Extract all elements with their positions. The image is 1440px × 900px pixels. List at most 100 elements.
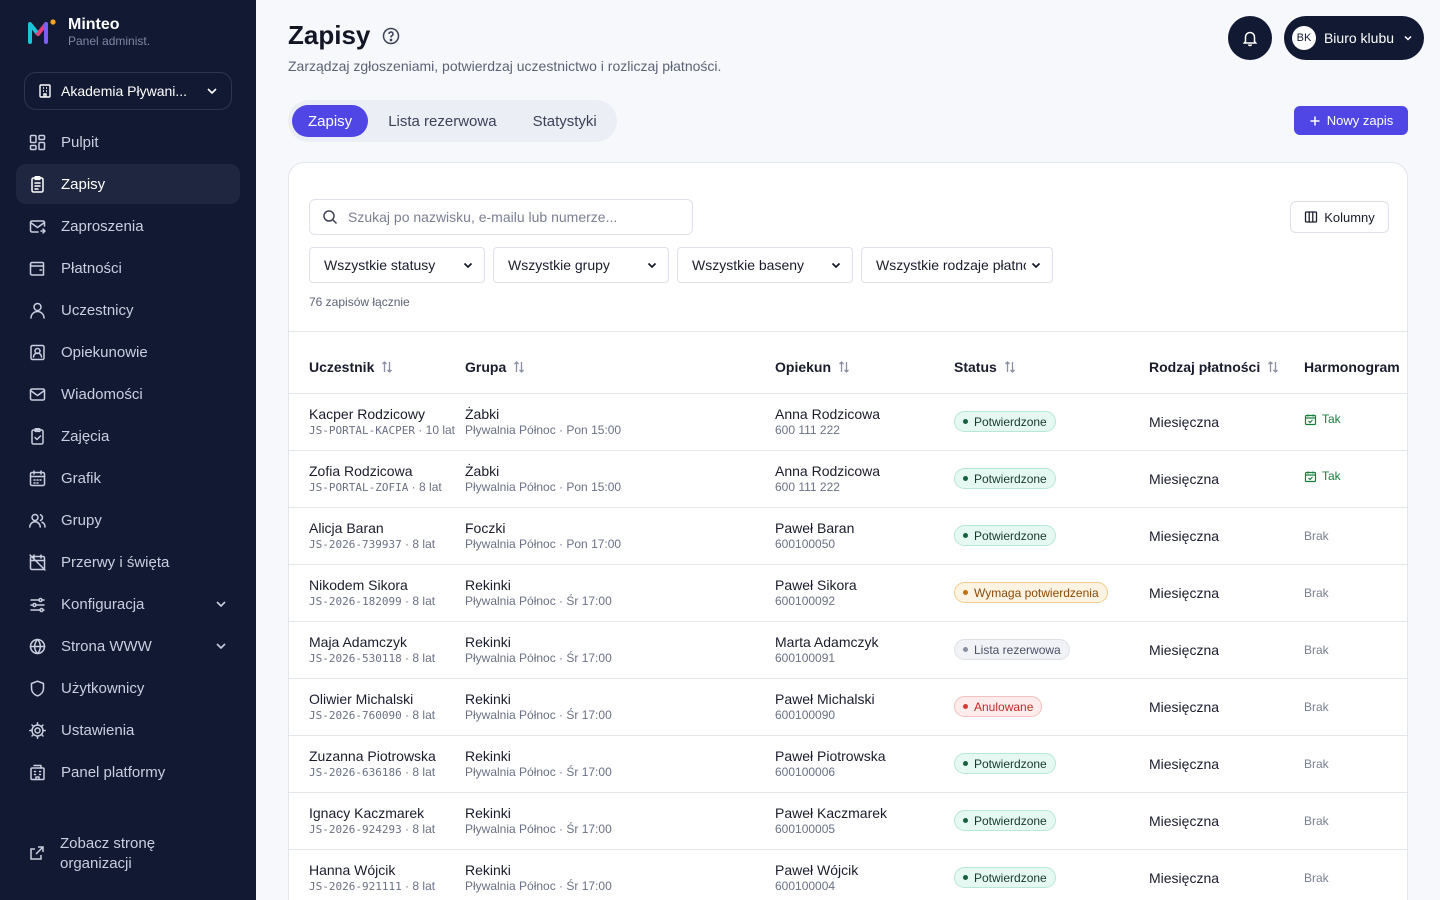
column-header-participant[interactable]: Uczestnik (289, 341, 465, 394)
sidebar-item-zapisy[interactable]: Zapisy (16, 164, 240, 204)
status-label: Potwierdzone (974, 414, 1047, 429)
status-filter[interactable]: Wszystkie statusy (309, 247, 485, 283)
participant-name[interactable]: Nikodem Sikora (309, 576, 408, 593)
schedule-cell: Brak (1304, 678, 1407, 736)
participant-code: JS-2026-636186 (309, 765, 402, 779)
search-input[interactable] (348, 209, 680, 225)
tab-waitlist[interactable]: Lista rezerwowa (388, 112, 497, 130)
sidebar-item-zaproszenia[interactable]: Zaproszenia (16, 206, 240, 246)
schedule-cell: Brak (1304, 849, 1407, 900)
sidebar-item-pulpit[interactable]: Pulpit (16, 122, 240, 162)
sidebar-item-label: Wiadomości (61, 385, 143, 403)
group-filter[interactable]: Wszystkie grupy (493, 247, 669, 283)
schedule-value: Brak (1304, 756, 1329, 771)
columns-button[interactable]: Kolumny (1290, 201, 1389, 233)
table-row[interactable]: Oliwier Michalski JS-2026-760090 · 8 lat R… (289, 678, 1407, 736)
sidebar-item-platnosci[interactable]: Płatności (16, 248, 240, 288)
columns-icon (1305, 211, 1318, 223)
tab-enrollments[interactable]: Zapisy (292, 105, 369, 137)
sidebar-item-ustawienia[interactable]: Ustawienia (16, 710, 240, 750)
participant-name[interactable]: Kacper Rodzicowy (309, 405, 425, 422)
brand-name: Minteo (68, 16, 120, 33)
sidebar-item-konfiguracja[interactable]: Konfiguracja (16, 584, 240, 624)
column-header-label: Uczestnik (309, 358, 375, 375)
sort-icon (839, 360, 849, 373)
sidebar-item-grafik[interactable]: Grafik (16, 458, 240, 498)
participant-name[interactable]: Zuzanna Piotrowska (309, 747, 436, 764)
table-row[interactable]: Zofia Rodzicowa JS-PORTAL-ZOFIA · 8 lat Ża… (289, 450, 1407, 508)
sidebar-item-uczestnicy[interactable]: Uczestnicy (16, 290, 240, 330)
sidebar-item-label: Zajęcia (61, 427, 110, 445)
participant-code: JS-2026-182099 (309, 594, 402, 608)
schedule-yes: Tak (1304, 469, 1341, 483)
guardian-phone: 600100005 (775, 821, 836, 836)
participant-cell: Kacper Rodzicowy JS-PORTAL-KACPER · 10 la… (289, 393, 465, 451)
column-header-guardian[interactable]: Opiekun (775, 341, 954, 394)
search-box (309, 199, 693, 235)
notifications-button[interactable] (1228, 16, 1272, 60)
group-name: Rekinki (465, 747, 511, 764)
bell-icon (1242, 31, 1258, 47)
sidebar-item-wiadomosci[interactable]: Wiadomości (16, 374, 240, 414)
column-header-label: Rodzaj płatności (1149, 358, 1261, 375)
payment-type-filter[interactable]: Wszystkie rodzaje płatności (861, 247, 1053, 283)
column-header-status[interactable]: Status (954, 341, 1149, 394)
table-row[interactable]: Nikodem Sikora JS-2026-182099 · 8 lat Reki… (289, 564, 1407, 622)
building-icon (30, 764, 45, 780)
sidebar-item-przerwy-i-swieta[interactable]: Przerwy i święta (16, 542, 240, 582)
participant-age: 8 lat (419, 479, 442, 494)
sidebar-item-grupy[interactable]: Grupy (16, 500, 240, 540)
schedule-cell: Tak (1304, 393, 1407, 451)
chevron-down-icon[interactable] (214, 639, 228, 653)
sliders-icon (30, 597, 45, 612)
sidebar-item-opiekunowie[interactable]: Opiekunowie (16, 332, 240, 372)
participant-name[interactable]: Maja Adamczyk (309, 633, 408, 650)
brand[interactable]: Minteo Panel administ. (26, 16, 150, 48)
sidebar-item-panel-platformy[interactable]: Panel platformy (16, 752, 240, 792)
sidebar-item-label: Płatności (61, 259, 122, 277)
table-row[interactable]: Zuzanna Piotrowska JS-2026-636186 · 8 lat… (289, 735, 1407, 793)
payment-type-cell: Miesięczna (1149, 792, 1304, 850)
payment-type-cell: Miesięczna (1149, 564, 1304, 622)
chevron-down-icon (207, 88, 217, 95)
guardian-name: Marta Adamczyk (775, 633, 879, 650)
main-navigation: Pulpit Zapisy Zaproszenia Płatności Uczestni… (16, 122, 240, 794)
participant-name[interactable]: Hanna Wójcik (309, 861, 396, 878)
sidebar-item-strona-www[interactable]: Strona WWW (16, 626, 240, 666)
sidebar-item-uzytkownicy[interactable]: Użytkownicy (16, 668, 240, 708)
table-row[interactable]: Ignacy Kaczmarek JS-2026-924293 · 8 lat Re… (289, 792, 1407, 850)
status-cell: Potwierdzone (954, 792, 1149, 850)
group-cell: Rekinki Pływalnia Północ · Śr 17:00 (465, 792, 775, 850)
sidebar-item-label: Zaproszenia (61, 217, 144, 235)
help-circle-icon[interactable] (382, 27, 400, 45)
status-badge: Potwierdzone (954, 411, 1056, 432)
tab-bar: Zapisy Lista rezerwowa Statystyki (288, 100, 617, 142)
participant-name[interactable]: Oliwier Michalski (309, 690, 414, 707)
participant-age: 8 lat (412, 650, 436, 665)
chevron-down-icon[interactable] (214, 597, 228, 611)
group-detail: Pływalnia Północ · Pon 15:00 (465, 422, 622, 437)
table-row[interactable]: Maja Adamczyk JS-2026-530118 · 8 lat Rekin… (289, 621, 1407, 679)
tab-statistics[interactable]: Statystyki (532, 112, 597, 130)
participant-name[interactable]: Ignacy Kaczmarek (309, 804, 425, 821)
column-header-payment-type[interactable]: Rodzaj płatności (1149, 341, 1304, 394)
payment-type-cell: Miesięczna (1149, 507, 1304, 565)
participant-name[interactable]: Alicja Baran (309, 519, 384, 536)
pool-filter[interactable]: Wszystkie baseny (677, 247, 853, 283)
new-enrollment-button[interactable]: Nowy zapis (1294, 106, 1408, 135)
user-menu-button[interactable]: BK Biuro klubu (1284, 16, 1424, 60)
guardian-phone: 600100092 (775, 593, 836, 608)
sidebar: Minteo Panel administ. Akademia Pływani.… (0, 0, 256, 900)
participant-name[interactable]: Zofia Rodzicowa (309, 462, 413, 479)
table-row[interactable]: Kacper Rodzicowy JS-PORTAL-KACPER · 10 la… (289, 393, 1407, 451)
organization-selector[interactable]: Akademia Pływani... (24, 72, 232, 110)
table-row[interactable]: Alicja Baran JS-2026-739937 · 8 lat Foczki… (289, 507, 1407, 565)
guardian-cell: Marta Adamczyk 600100091 (775, 621, 954, 679)
participant-code: JS-2026-530118 (309, 651, 402, 665)
table-row[interactable]: Hanna Wójcik JS-2026-921111 · 8 lat Rekink… (289, 849, 1407, 900)
view-organization-site-link[interactable]: Zobacz stronę organizacji (28, 834, 228, 874)
schedule-cell: Brak (1304, 507, 1407, 565)
column-header-group[interactable]: Grupa (465, 341, 775, 394)
sidebar-item-zajecia[interactable]: Zajęcia (16, 416, 240, 456)
sidebar-item-label: Zapisy (61, 175, 106, 193)
